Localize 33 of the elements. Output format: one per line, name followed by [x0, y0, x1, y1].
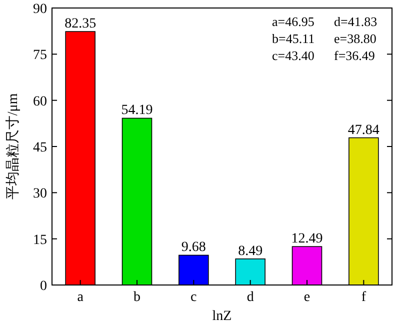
data-label: 8.49: [238, 244, 263, 259]
data-label: 47.84: [348, 122, 380, 138]
annotation: e=38.80: [334, 31, 376, 46]
annotation: b=45.11: [272, 31, 315, 46]
bar: 47.84: [348, 122, 380, 286]
y-tick-label: 45: [33, 140, 47, 156]
annotation: c=43.40: [272, 48, 314, 63]
bar: 12.49: [291, 232, 323, 286]
y-tick-label: 30: [33, 186, 47, 202]
x-tick-label: d: [246, 290, 254, 305]
x-tick-label: a: [77, 290, 84, 305]
y-axis-title: 平均晶粒尺寸/μm: [5, 93, 21, 200]
y-tick-label: 15: [33, 232, 47, 248]
y-tick-label: 0: [40, 279, 47, 294]
bar: 8.49: [235, 244, 266, 286]
y-tick-label: 75: [33, 48, 47, 64]
data-label: 54.19: [121, 103, 153, 118]
y-tick-label: 90: [33, 2, 47, 17]
x-tick-label: c: [190, 290, 197, 305]
y-tick-label: 60: [33, 94, 47, 110]
data-label: 82.35: [64, 16, 96, 32]
x-axis-title: lnZ: [212, 309, 232, 324]
x-tick-label: f: [361, 290, 366, 305]
bar: 54.19: [121, 103, 153, 286]
x-tick-label: e: [304, 290, 310, 305]
annotation: d=41.83: [334, 14, 378, 29]
data-label: 12.49: [291, 232, 323, 247]
data-label: 9.68: [181, 240, 206, 256]
bar: 82.35: [64, 16, 96, 286]
bar: 9.68: [178, 240, 209, 286]
annotation: f=36.49: [334, 48, 375, 63]
x-tick-label: b: [134, 290, 140, 305]
annotation: a=46.95: [272, 14, 314, 29]
